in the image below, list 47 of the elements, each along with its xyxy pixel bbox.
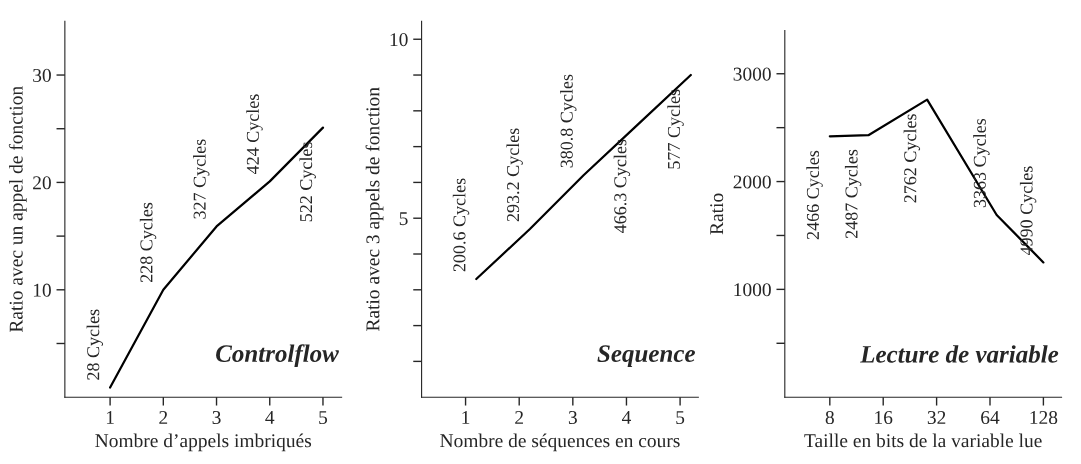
line-series — [475, 73, 692, 281]
y-tick-label: 1000 — [734, 283, 771, 297]
x-tick-label: 5 — [676, 411, 685, 425]
x-tick-label: 64 — [981, 411, 1000, 425]
annotation: 28 Cycles — [86, 309, 104, 380]
x-tick-label: 1 — [462, 411, 470, 424]
annotation: 424 Cycles — [246, 94, 263, 175]
x-tick-label: 3 — [212, 411, 221, 425]
x-tick-label: 5 — [319, 411, 328, 425]
annotation: 200.6 Cycles — [452, 178, 470, 272]
x-axis-title: Nombre de séquences en cours — [440, 433, 680, 452]
x-tick-label: 8 — [825, 410, 834, 425]
text: Sequence — [597, 345, 696, 368]
annotation: 228 Cycles — [139, 202, 157, 283]
x-tick-label: 4 — [265, 411, 275, 424]
text: Controlflow — [216, 344, 339, 368]
y-tick-label: 10 — [390, 33, 408, 47]
annotation: 380.8 Cycles — [560, 74, 577, 168]
y-axis-title: Ratio avec un appel de fonction — [8, 86, 27, 333]
x-tick-label: 2 — [515, 411, 523, 424]
x-tick-label: 16 — [875, 411, 893, 425]
annotation: 466.3 Cycles — [613, 139, 631, 233]
x-tick-label: 1 — [106, 411, 114, 424]
annotation: 327 Cycles — [193, 139, 210, 219]
annotation: 577 Cycles — [667, 89, 684, 169]
x-tick-label: 3 — [568, 411, 577, 425]
x-tick-label: 4 — [621, 411, 632, 424]
y-axis-title: Ratio — [710, 193, 724, 235]
annotation: 2487 Cycles — [844, 149, 862, 239]
annotation: 522 Cycles — [299, 142, 316, 222]
y-tick-label: 3000 — [733, 67, 771, 81]
x-axis-title: Nombre d’appels imbriqués — [95, 433, 312, 452]
y-tick-label: 10 — [33, 283, 51, 297]
annotation: 2762 Cycles — [903, 114, 921, 203]
annotation: 293.2 Cycles — [506, 128, 523, 222]
x-tick-label: 2 — [159, 411, 168, 424]
y-tick-label: 30 — [33, 68, 51, 82]
y-axis-title: Ratio avec 3 appels de fonction — [365, 87, 384, 332]
annotation: 3363 Cycles — [973, 118, 990, 208]
x-tick-label: 32 — [927, 411, 946, 425]
annotation: 4990 Cycles — [1019, 166, 1037, 256]
y-tick-label: 2000 — [733, 175, 771, 189]
y-tick-label: 20 — [33, 176, 51, 190]
x-axis-title: Taille en bits de la variable lue — [804, 433, 1042, 448]
x-tick-label: 128 — [1030, 410, 1058, 425]
text: Lecture de variable — [860, 345, 1059, 363]
annotation: 2466 Cycles — [806, 150, 823, 240]
